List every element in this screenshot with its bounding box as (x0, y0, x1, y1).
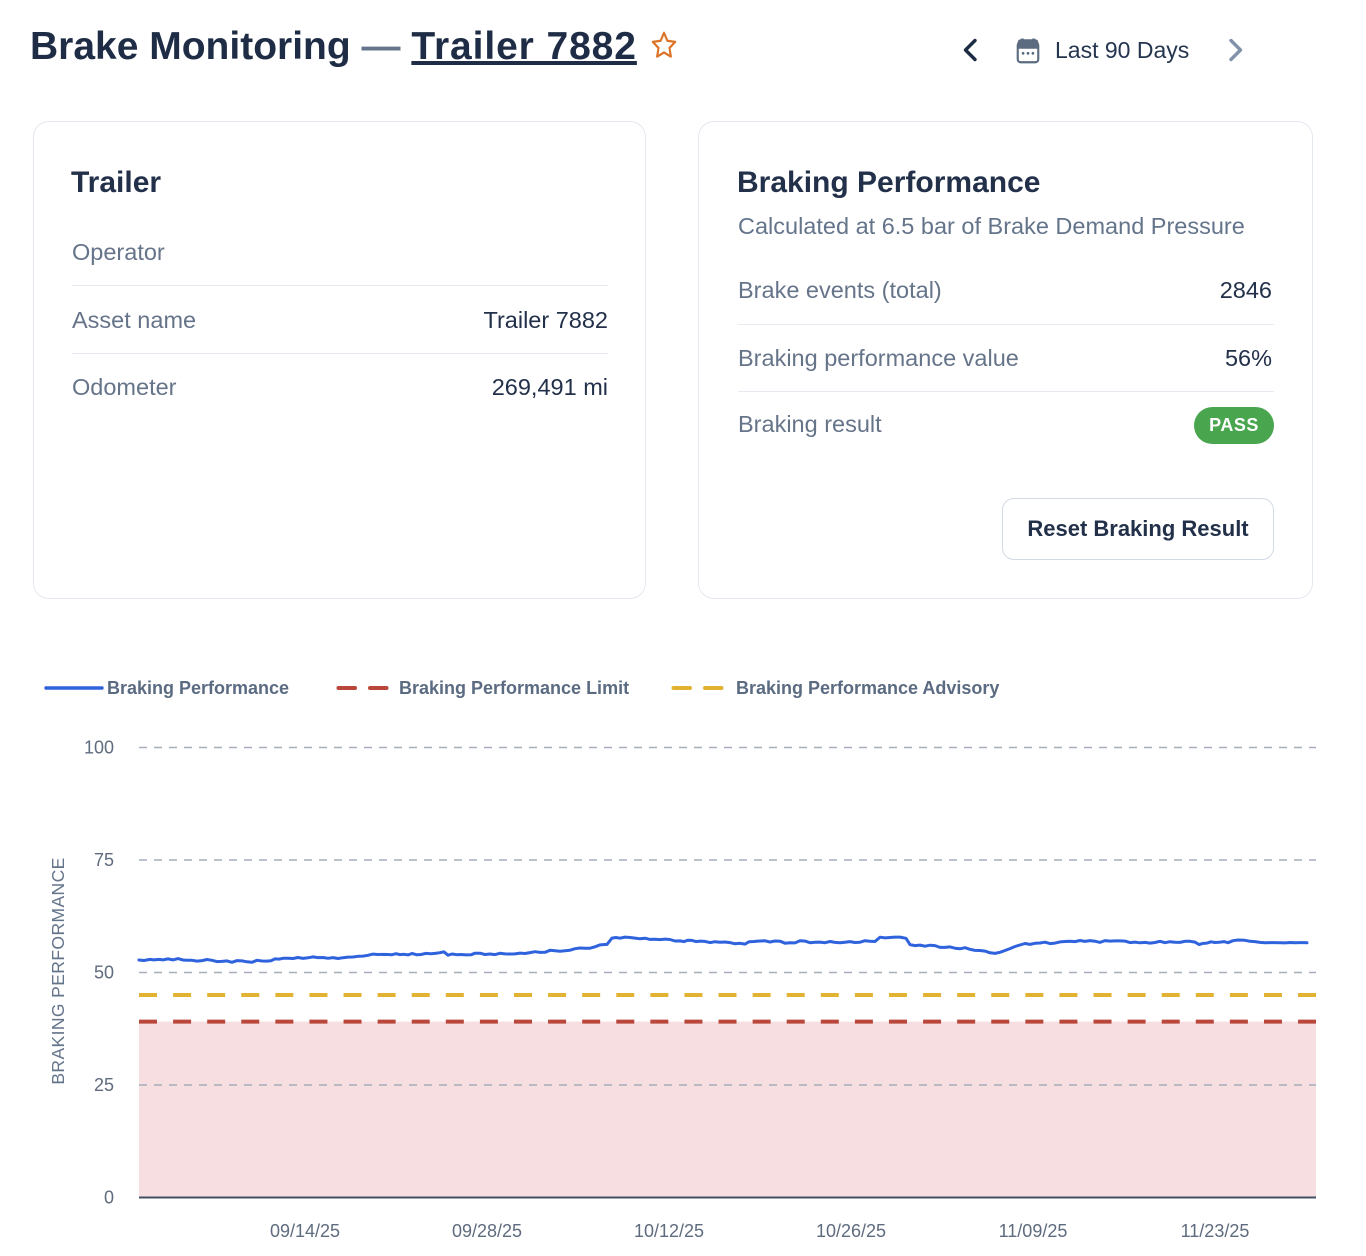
svg-text:75: 75 (94, 850, 114, 870)
svg-text:25: 25 (94, 1075, 114, 1095)
svg-text:10/26/25: 10/26/25 (816, 1221, 886, 1241)
svg-text:11/23/25: 11/23/25 (1181, 1221, 1250, 1241)
svg-text:50: 50 (94, 963, 114, 983)
svg-text:10/12/25: 10/12/25 (634, 1221, 704, 1241)
svg-text:11/09/25: 11/09/25 (999, 1221, 1068, 1241)
svg-text:0: 0 (104, 1188, 114, 1208)
svg-text:09/14/25: 09/14/25 (270, 1221, 340, 1241)
svg-text:100: 100 (84, 738, 114, 758)
svg-text:09/28/25: 09/28/25 (452, 1221, 522, 1241)
svg-text:BRAKING PERFORMANCE: BRAKING PERFORMANCE (48, 857, 68, 1084)
